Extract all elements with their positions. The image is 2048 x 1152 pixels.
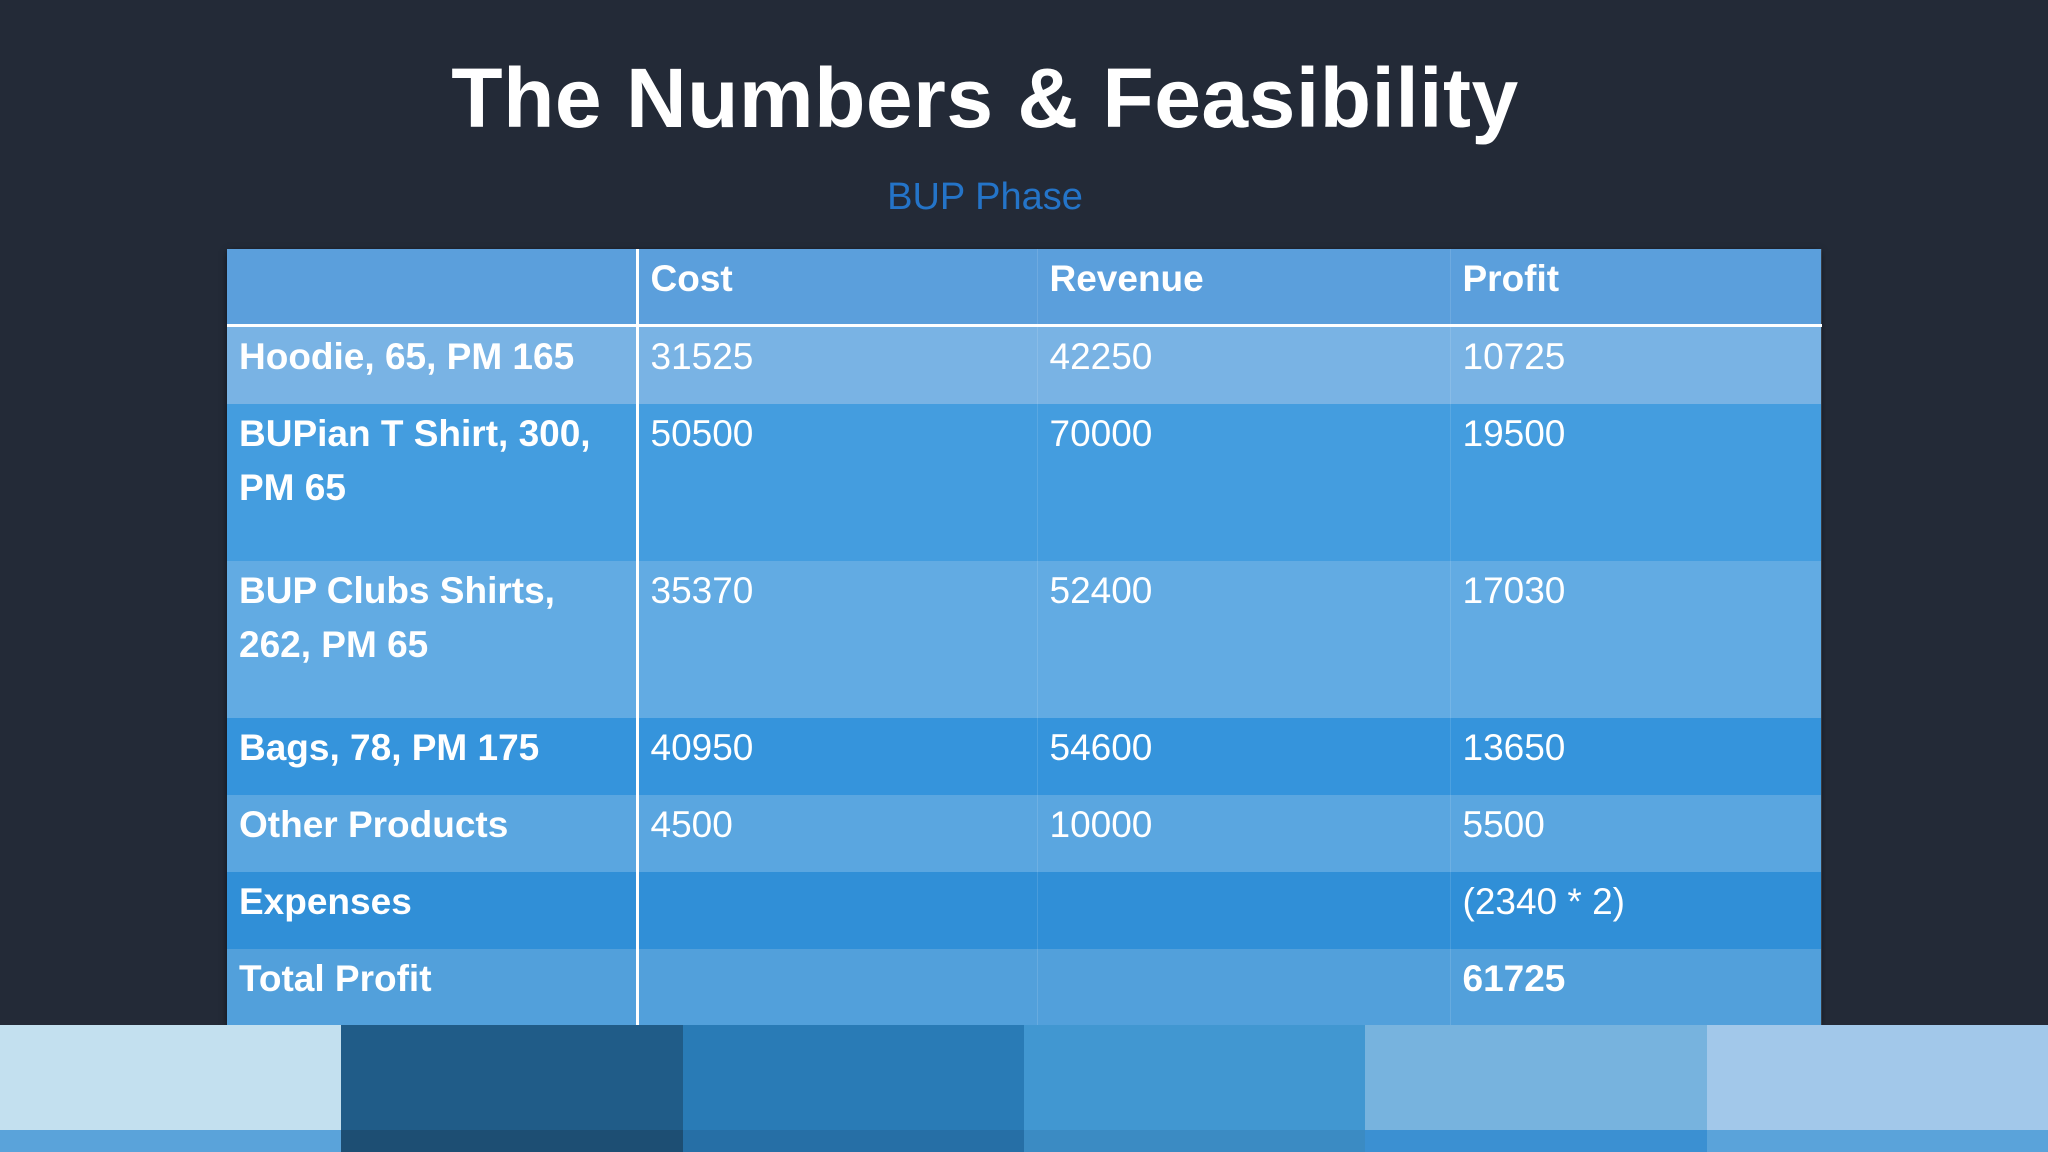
cost-cell: 35370 xyxy=(637,561,1038,718)
revenue-cell: 42250 xyxy=(1037,325,1451,404)
revenue-cell: 52400 xyxy=(1037,561,1451,718)
table-row: Hoodie, 65, PM 165 31525 42250 10725 xyxy=(227,325,1822,404)
stripe-block xyxy=(682,1025,1024,1152)
profit-cell: 19500 xyxy=(1450,404,1822,561)
header-empty xyxy=(227,249,639,327)
cost-cell: 40950 xyxy=(637,718,1038,795)
row-label: Bags, 78, PM 175 xyxy=(227,718,639,795)
cost-cell xyxy=(637,872,1038,949)
table-row: Total Profit 61725 xyxy=(227,949,1822,1026)
stripe-block xyxy=(341,1025,683,1152)
header-revenue: Revenue xyxy=(1037,249,1451,327)
table-row: BUPian T Shirt, 300, PM 65 50500 70000 1… xyxy=(227,404,1822,561)
cost-cell xyxy=(637,949,1038,1026)
slide-subtitle: BUP Phase xyxy=(887,176,1083,218)
decorative-color-stripes xyxy=(0,1025,2048,1152)
profit-cell: 10725 xyxy=(1450,325,1822,404)
revenue-cell: 70000 xyxy=(1037,404,1451,561)
total-profit-cell: 61725 xyxy=(1450,949,1822,1026)
row-label: Total Profit xyxy=(227,949,639,1026)
row-label: Expenses xyxy=(227,872,639,949)
cost-cell: 31525 xyxy=(637,325,1038,404)
cost-cell: 50500 xyxy=(637,404,1038,561)
revenue-cell xyxy=(1037,949,1451,1026)
revenue-cell: 10000 xyxy=(1037,795,1451,872)
table-row: BUP Clubs Shirts, 262, PM 65 35370 52400… xyxy=(227,561,1822,718)
revenue-cell: 54600 xyxy=(1037,718,1451,795)
feasibility-table: Cost Revenue Profit Hoodie, 65, PM 165 3… xyxy=(227,249,1822,1026)
slide-title: The Numbers & Feasibility xyxy=(451,51,1519,145)
table-row: Bags, 78, PM 175 40950 54600 13650 xyxy=(227,718,1822,795)
table-row: Expenses (2340 * 2) xyxy=(227,872,1822,949)
stripe-block xyxy=(1365,1025,1707,1152)
stripe-block xyxy=(1706,1025,2048,1152)
profit-cell: 17030 xyxy=(1450,561,1822,718)
stripe-block xyxy=(0,1025,342,1152)
row-label: Hoodie, 65, PM 165 xyxy=(227,325,639,404)
profit-cell: 13650 xyxy=(1450,718,1822,795)
header-cost: Cost xyxy=(637,249,1038,327)
cost-cell: 4500 xyxy=(637,795,1038,872)
numbers-table: Cost Revenue Profit Hoodie, 65, PM 165 3… xyxy=(227,249,1822,1026)
table-row: Other Products 4500 10000 5500 xyxy=(227,795,1822,872)
row-label: Other Products xyxy=(227,795,639,872)
stripe-block xyxy=(1023,1025,1366,1152)
row-label: BUP Clubs Shirts, 262, PM 65 xyxy=(227,561,639,718)
table-header-row: Cost Revenue Profit xyxy=(227,249,1822,327)
revenue-cell xyxy=(1037,872,1451,949)
row-label: BUPian T Shirt, 300, PM 65 xyxy=(227,404,639,561)
profit-cell: 5500 xyxy=(1450,795,1822,872)
profit-cell: (2340 * 2) xyxy=(1450,872,1822,949)
header-profit: Profit xyxy=(1450,249,1822,327)
